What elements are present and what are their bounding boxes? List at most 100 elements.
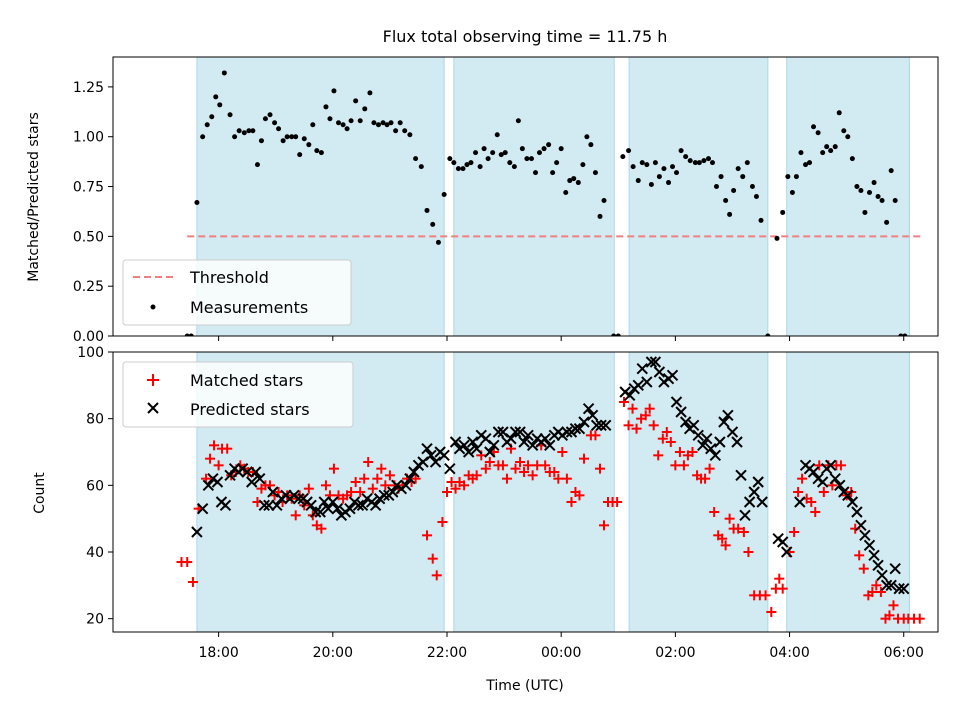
bottom-panel: 20 40 60 80 100 18:00 20:00 22:00 00:00 02:00 04:… [32,345,939,694]
matched-star-point [480,463,491,474]
predicted-star-point [241,466,253,478]
measurement-point [340,122,346,128]
matched-star-point [359,473,370,484]
measurement-point [375,122,381,128]
measurement-point [447,156,453,162]
measurement-point [862,209,868,215]
top-y-tick-label: 1.25 [73,80,104,96]
measurement-point [188,333,194,336]
matched-star-point [187,577,198,587]
measurement-point [413,156,419,162]
measurement-point [740,174,746,180]
matched-star-point [441,487,452,497]
top-observing-windows [196,56,910,337]
measurement-point [209,114,215,120]
predicted-star-point [429,456,442,468]
predicted-star-point [387,486,399,498]
predicted-star-point [748,486,760,498]
predicted-star-point [714,436,726,448]
measurement-point [227,112,233,118]
measurement-point [371,120,377,126]
x-axis-label: Time (UTC) [485,678,563,694]
measurement-point [597,213,603,219]
top-y-tick-label: 0.00 [73,329,104,345]
predicted-star-point [666,369,679,382]
matched-star-point [858,563,869,574]
x-tick-label: 06:00 [884,645,924,661]
predicted-star-point [885,579,897,592]
predicted-star-point [449,436,462,448]
measurement-point [692,160,698,166]
predicted-star-point [859,529,871,542]
measurement-point [380,120,386,126]
top-y-axis-label: Matched/Predicted stars [26,112,42,282]
matched-star-point [561,473,572,484]
bottom-legend-box [122,361,354,428]
predicted-star-point [327,496,339,508]
measurement-point [550,170,556,176]
predicted-star-point [292,492,305,505]
matched-star-point [733,523,744,534]
measurement-point [388,120,394,126]
measurement-point [807,160,813,166]
matched-star-point [777,583,788,594]
measurement-point [289,134,295,140]
predicted-star-point [898,582,910,595]
predicted-star-point [378,489,390,502]
predicted-star-point [636,362,648,375]
matched-star-point [540,460,551,471]
matched-star-point [501,473,512,484]
measurement-point [789,190,795,196]
measurement-point [511,164,517,170]
matched-star-point [867,587,878,597]
top-y-ticks: 0.00 0.25 0.50 0.75 1.00 1.25 [73,80,113,345]
measurement-point [184,333,190,336]
predicted-star-point [421,442,433,455]
matched-star-point [566,497,577,507]
predicted-star-point [863,539,876,552]
bottom-y-tick-label: 40 [86,545,104,561]
measurement-point [284,134,290,140]
measurement-point [828,148,834,154]
bottom-y-tick-label: 20 [86,612,104,628]
measurement-point [481,146,487,152]
x-tick-label: 04:00 [769,645,809,661]
matched-star-point [738,527,749,537]
measurement-point [718,174,724,180]
matched-star-point [875,587,886,597]
predicted-star-point [561,426,573,438]
measurement-point [318,150,324,156]
measurement-point [765,333,771,336]
measurement-point [615,333,621,336]
predicted-star-point [794,496,806,508]
matched-star-point [437,517,448,527]
matched-star-point [720,540,731,551]
bottom-observing-windows [196,351,910,633]
predicted-star-point [250,466,262,478]
matched-star-point [205,453,216,464]
matched-star-point [497,460,508,471]
measurement-point [744,160,750,166]
predicted-star-point [675,406,687,418]
matched-star-point [888,600,899,611]
measurement-point [473,150,479,156]
predicted-star-point [352,499,365,512]
predicted-star-point [701,432,713,445]
measurement-point [858,188,864,194]
predicted-star-point [539,432,551,445]
measurement-point [272,120,278,126]
predicted-star-point [872,559,884,572]
measurement-point [854,184,860,190]
predicted-star-point [582,402,595,415]
predicted-star-point [649,356,662,368]
matched-star-point [835,460,846,471]
predicted-star-point [219,499,232,512]
predicted-star-point [641,376,653,388]
predicted-star-point [722,409,734,422]
predicted-star-point [246,476,258,488]
measurement-point [723,197,729,203]
measurement-point [588,142,594,148]
matched-star-point [527,470,538,481]
matched-star-point [523,460,534,471]
legend-matched-label: Matched stars [190,371,303,390]
